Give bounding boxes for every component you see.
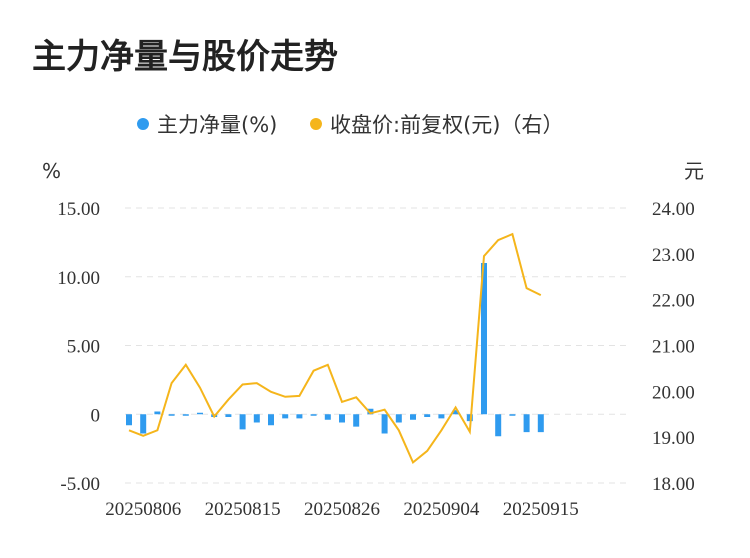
right-tick-label: 23.00 (652, 245, 695, 266)
right-tick-label: 22.00 (652, 291, 695, 312)
net-volume-bar[interactable] (523, 414, 530, 433)
left-tick-label: -5.00 (60, 474, 100, 495)
net-volume-bar[interactable] (168, 414, 175, 416)
net-volume-bar[interactable] (140, 414, 147, 434)
net-volume-bar[interactable] (225, 414, 232, 417)
net-volume-bar[interactable] (253, 414, 260, 423)
legend-dot-close-price (310, 118, 322, 130)
x-tick-label: 20250806 (105, 499, 181, 520)
legend-label-net-volume[interactable]: 主力净量(%) (157, 113, 277, 137)
right-axis-unit: 元 (684, 159, 704, 183)
chart-title: 主力净量与股价走势 (32, 37, 338, 77)
net-volume-bars (126, 263, 544, 437)
net-volume-bar[interactable] (537, 414, 544, 433)
net-volume-bar[interactable] (395, 414, 402, 423)
net-volume-bar[interactable] (424, 414, 431, 417)
grid-lines (125, 207, 630, 484)
right-tick-label: 24.00 (652, 199, 695, 220)
net-volume-bar[interactable] (466, 414, 473, 422)
net-volume-bar[interactable] (197, 412, 203, 415)
net-volume-bar[interactable] (367, 408, 374, 415)
left-tick-label: 0 (91, 405, 101, 426)
legend-label-close-price[interactable]: 收盘价:前复权(元)（右） (330, 113, 563, 137)
left-tick-label: 10.00 (57, 268, 100, 289)
legend-dot-net-volume (137, 118, 149, 130)
net-volume-bar[interactable] (410, 414, 416, 420)
x-tick-label: 20250915 (503, 499, 579, 520)
right-axis-ticks: 24.00 23.00 22.00 21.00 20.00 19.00 18.00 (652, 199, 695, 495)
net-volume-bar[interactable] (154, 411, 161, 415)
left-axis-ticks: 15.00 10.00 5.00 0 -5.00 (57, 199, 100, 495)
x-tick-label: 20250815 (205, 499, 281, 520)
net-volume-bar[interactable] (296, 414, 303, 419)
left-axis-unit: % (42, 159, 61, 183)
net-volume-bar[interactable] (438, 414, 445, 419)
left-tick-label: 15.00 (57, 199, 100, 220)
net-volume-bar[interactable] (126, 414, 132, 426)
right-tick-label: 21.00 (652, 337, 695, 358)
left-tick-label: 5.00 (67, 337, 100, 358)
x-axis-ticks: 20250806 20250815 20250826 20250904 20250915 (105, 499, 579, 520)
right-tick-label: 20.00 (652, 382, 695, 403)
net-volume-bar[interactable] (339, 414, 345, 423)
legend: 主力净量(%) 收盘价:前复权(元)（右） (137, 113, 563, 137)
net-volume-bar[interactable] (282, 414, 289, 419)
net-volume-bar[interactable] (495, 414, 502, 437)
net-volume-bar[interactable] (310, 414, 317, 416)
net-volume-bar[interactable] (381, 414, 388, 434)
net-volume-bar[interactable] (324, 414, 331, 420)
x-tick-label: 20250826 (304, 499, 380, 520)
right-tick-label: 19.00 (652, 428, 695, 449)
net-volume-bar[interactable] (481, 263, 487, 415)
net-volume-bar[interactable] (452, 410, 459, 415)
net-volume-bar[interactable] (509, 414, 516, 416)
right-tick-label: 18.00 (652, 474, 695, 495)
net-volume-bar[interactable] (239, 414, 246, 430)
net-volume-bar[interactable] (182, 414, 189, 416)
x-tick-label: 20250904 (403, 499, 480, 520)
close-price-line (128, 232, 542, 464)
net-volume-bar[interactable] (353, 414, 360, 427)
net-volume-bar[interactable] (268, 414, 274, 426)
